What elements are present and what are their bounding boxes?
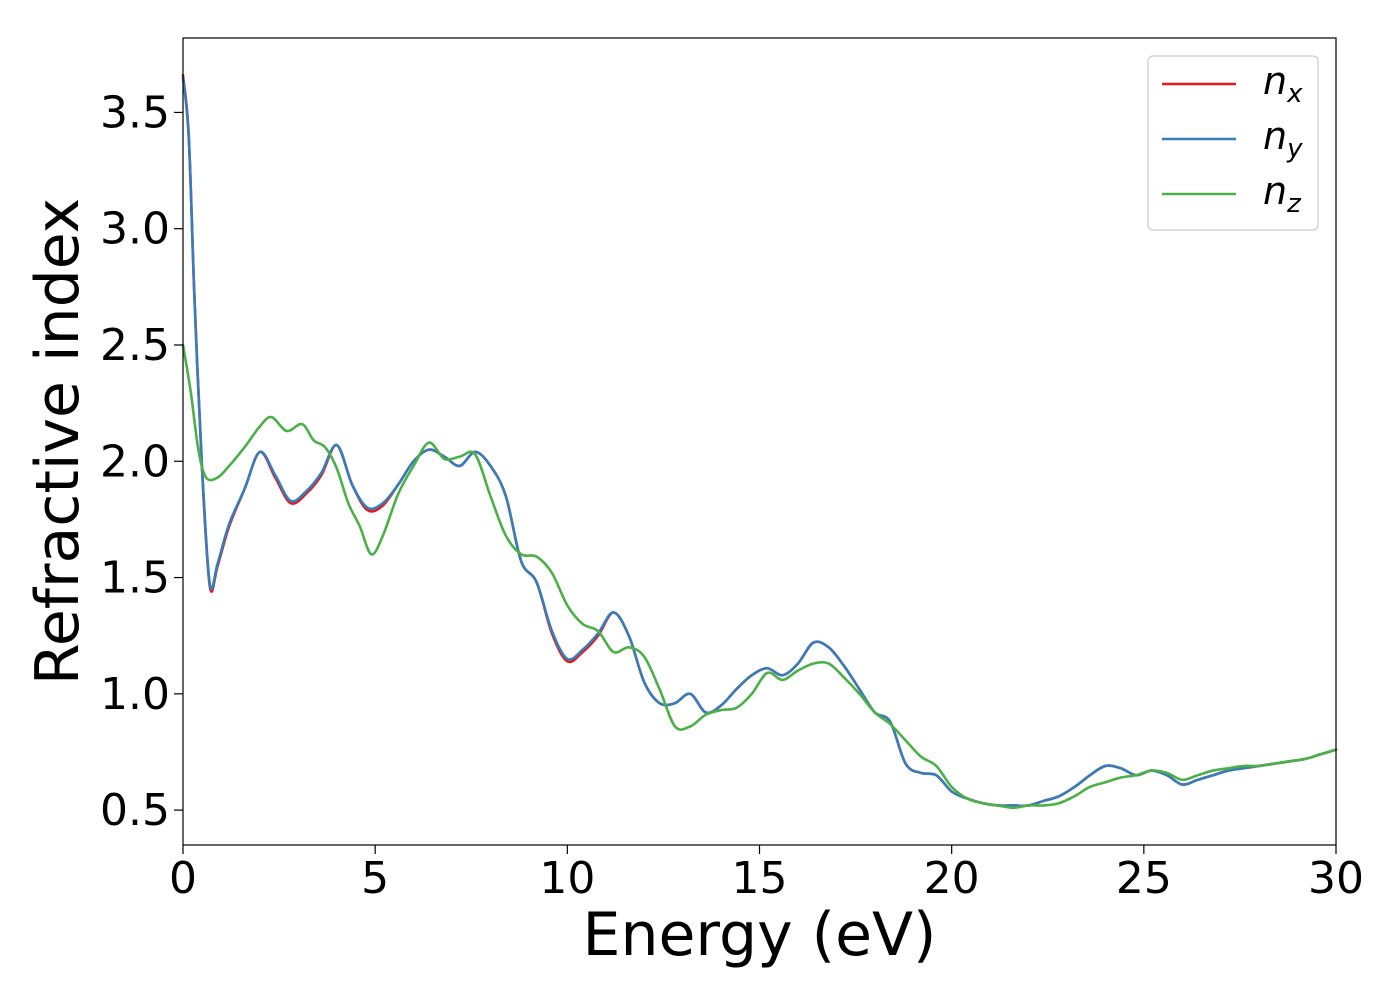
y-tick-label: 3.5 <box>100 87 170 138</box>
y-tick-label: 1.0 <box>100 669 170 720</box>
x-axis-label: Energy (eV) <box>583 900 937 970</box>
x-tick-label: 10 <box>539 853 595 904</box>
y-tick-label: 2.5 <box>100 320 170 371</box>
x-tick-label: 0 <box>169 853 197 904</box>
legend-box <box>1147 55 1319 231</box>
x-tick-label: 30 <box>1308 853 1364 904</box>
x-tick-label: 5 <box>361 853 389 904</box>
series-layer <box>181 73 1338 810</box>
y-tick-label: 0.5 <box>100 785 170 836</box>
y-tick-label: 3.0 <box>100 204 170 255</box>
y-tick-label: 1.5 <box>100 553 170 604</box>
y-axis-label: Refractive index <box>23 198 93 685</box>
series-line-z <box>181 343 1338 810</box>
x-tick-label: 25 <box>1116 853 1172 904</box>
x-tick-label: 15 <box>732 853 788 904</box>
x-tick-label: 20 <box>924 853 980 904</box>
y-axis: 0.5 1.0 1.5 2.0 2.5 3.0 3.5 <box>100 87 183 836</box>
y-tick-label: 2.0 <box>100 436 170 487</box>
x-axis: 0 5 10 15 20 25 30 <box>169 845 1364 904</box>
